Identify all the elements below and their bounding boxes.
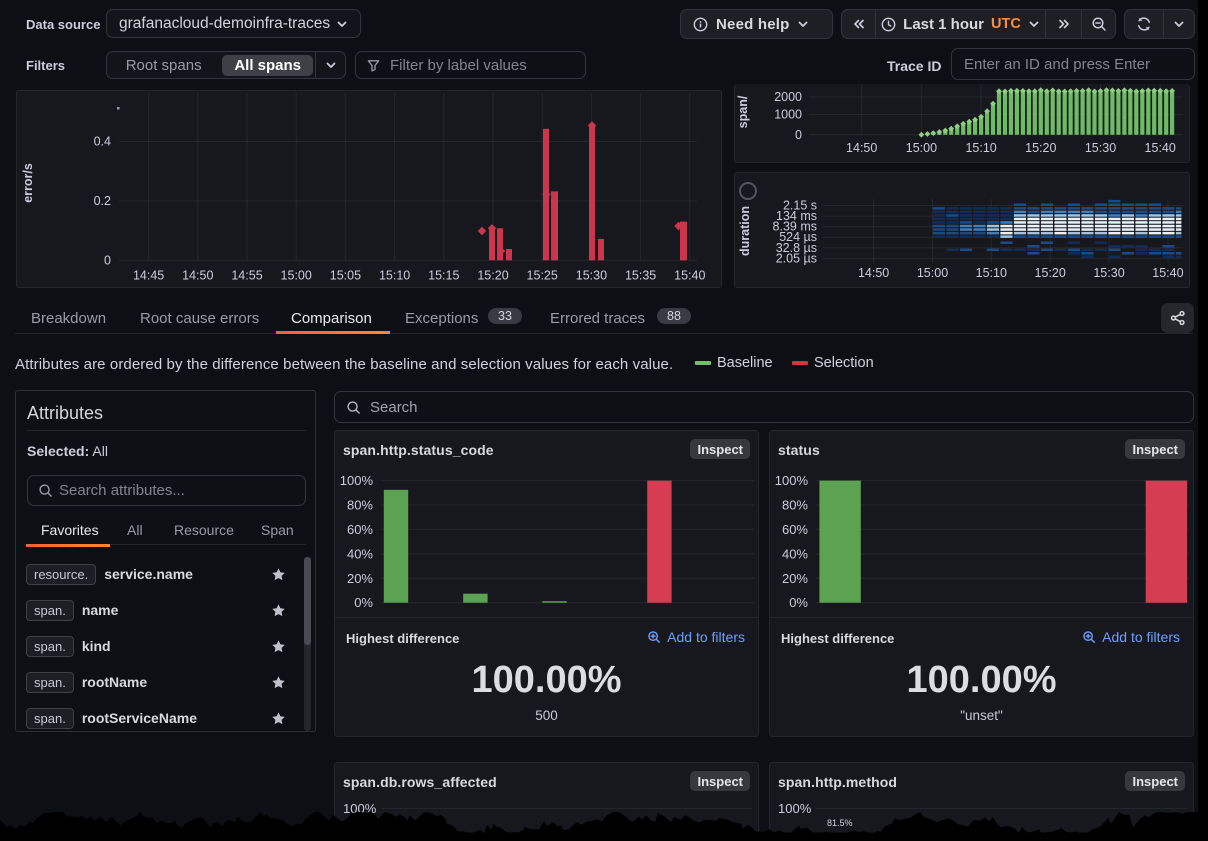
svg-text:2.15 s: 2.15 s — [783, 199, 817, 213]
svg-text:0: 0 — [795, 128, 802, 142]
svg-text:100%: 100% — [775, 473, 809, 488]
svg-text:32.8 µs: 32.8 µs — [776, 241, 817, 255]
svg-text:100%: 100% — [340, 473, 374, 488]
svg-text:0.4: 0.4 — [94, 135, 111, 149]
svg-text:15:20: 15:20 — [1035, 266, 1066, 280]
svg-text:15:05: 15:05 — [330, 268, 361, 282]
svg-text:15:20: 15:20 — [477, 268, 508, 282]
svg-text:0%: 0% — [354, 595, 373, 610]
svg-text:8.39 ms: 8.39 ms — [773, 220, 817, 234]
svg-text:15:25: 15:25 — [527, 268, 558, 282]
svg-text:15:35: 15:35 — [625, 268, 656, 282]
svg-text:14:50: 14:50 — [182, 268, 213, 282]
svg-text:60%: 60% — [782, 522, 808, 537]
svg-text:0.2: 0.2 — [94, 194, 111, 208]
svg-text:error/s: error/s — [21, 163, 35, 203]
svg-text:40%: 40% — [782, 546, 808, 561]
svg-text:15:10: 15:10 — [976, 266, 1007, 280]
svg-text:0%: 0% — [789, 595, 808, 610]
svg-text:15:30: 15:30 — [1093, 266, 1124, 280]
svg-text:15:30: 15:30 — [1085, 141, 1116, 155]
svg-text:15:10: 15:10 — [965, 141, 996, 155]
svg-text:14:55: 14:55 — [231, 268, 262, 282]
svg-text:0: 0 — [104, 253, 111, 267]
svg-text:14:45: 14:45 — [133, 268, 164, 282]
svg-text:2000: 2000 — [774, 90, 802, 104]
svg-text:524 µs: 524 µs — [779, 230, 817, 244]
svg-text:15:00: 15:00 — [906, 141, 937, 155]
svg-text:40%: 40% — [347, 546, 373, 561]
svg-text:20%: 20% — [347, 571, 373, 586]
svg-text:15:30: 15:30 — [576, 268, 607, 282]
svg-text:15:00: 15:00 — [281, 268, 312, 282]
svg-text:15:00: 15:00 — [917, 266, 948, 280]
svg-text:span/: span/ — [736, 95, 750, 128]
svg-text:60%: 60% — [347, 522, 373, 537]
svg-text:2.05 µs: 2.05 µs — [776, 251, 817, 265]
svg-text:15:20: 15:20 — [1025, 141, 1056, 155]
svg-text:134 ms: 134 ms — [776, 209, 817, 223]
svg-text:15:40: 15:40 — [1145, 141, 1176, 155]
svg-text:80%: 80% — [347, 498, 373, 513]
svg-text:14:50: 14:50 — [858, 266, 889, 280]
svg-text:15:40: 15:40 — [674, 268, 705, 282]
svg-text:1000: 1000 — [774, 108, 802, 122]
svg-text:14:50: 14:50 — [846, 141, 877, 155]
svg-text:15:10: 15:10 — [379, 268, 410, 282]
svg-text:15:40: 15:40 — [1152, 266, 1183, 280]
svg-text:duration: duration — [738, 206, 752, 256]
svg-text:15:15: 15:15 — [428, 268, 459, 282]
svg-text:80%: 80% — [782, 498, 808, 513]
svg-text:20%: 20% — [782, 571, 808, 586]
